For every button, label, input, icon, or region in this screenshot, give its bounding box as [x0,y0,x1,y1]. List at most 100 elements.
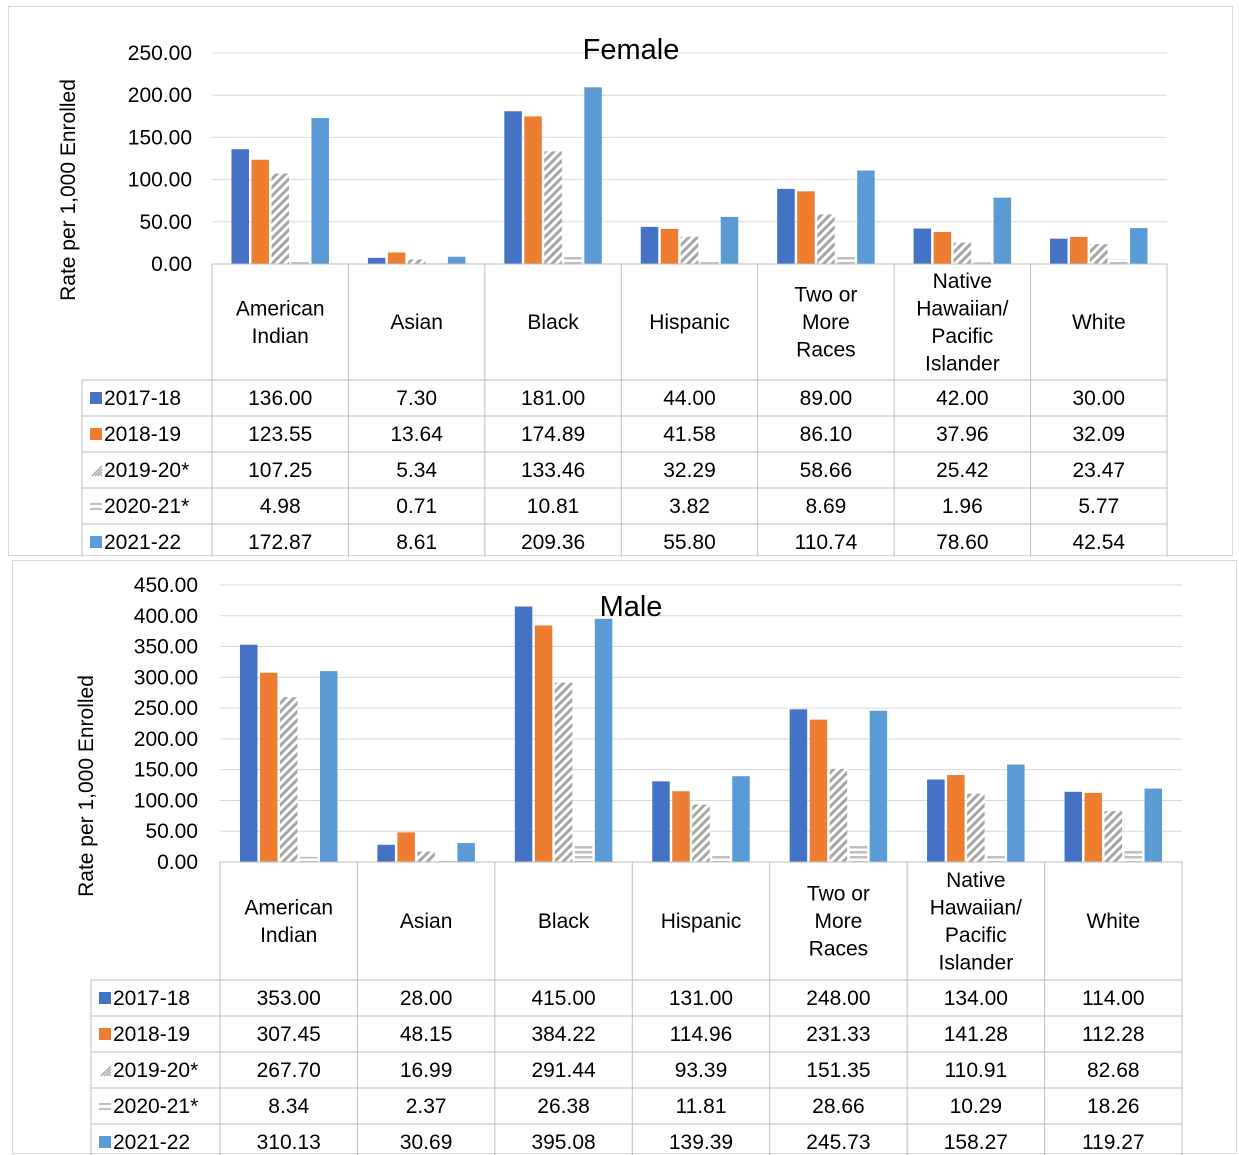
table-cell: 89.00 [800,387,853,410]
legend-key-1 [99,1028,111,1040]
table-cell: 2.37 [406,1095,447,1118]
category-label-line: More [802,311,850,334]
bar-2018-19-6 [1070,236,1088,264]
table-cell: 8.34 [268,1095,309,1118]
bar-2019-20-6 [1104,811,1123,862]
bar-2020-21-1 [437,860,455,862]
category-label-line: Races [809,938,869,961]
table-cell: 55.80 [663,531,716,554]
bar-2017-18-1 [367,257,386,264]
table-cell: 209.36 [521,531,585,554]
table-cell: 114.00 [1082,987,1145,1010]
table-cell: 1.96 [942,495,983,518]
legend-key-4 [90,536,102,548]
y-tick-label: 0.00 [151,253,192,276]
category-label: Native Hawaiian/Pacific Islander [916,270,1008,376]
table-cell: 231.33 [806,1023,870,1046]
y-tick-label: 300.00 [134,666,198,689]
table-cell: 86.10 [800,423,853,446]
bar-2017-18-4 [777,188,795,264]
legend-label: 2020-21* [104,495,189,518]
category-label-line: More [814,910,862,933]
chart-title: Male [600,591,663,623]
chart-title: Female [583,34,680,66]
table-cell: 11.81 [676,1095,727,1118]
bar-2020-21-5 [973,262,992,264]
table-cell: 82.68 [1087,1059,1140,1082]
table-cell: 110.74 [795,531,858,554]
bar-2017-18-5 [913,228,932,264]
bar-2017-18-3 [652,781,670,862]
bar-2017-18-3 [640,226,659,264]
table-cell: 158.27 [944,1131,1008,1154]
table-cell: 353.00 [257,987,321,1010]
legend-key-4 [99,1136,111,1148]
bar-2020-21-6 [1124,850,1143,862]
legend-label: 2020-21* [113,1095,198,1118]
table-cell: 291.44 [531,1059,596,1082]
category-label-line: Asian [400,910,453,933]
category-label-line: Two or [794,284,857,307]
category-label: White [1086,910,1140,933]
bar-2019-20-5 [953,242,972,264]
bar-2019-20-5 [967,793,985,862]
category-label: American Indian [236,297,325,348]
y-tick-label: 50.00 [139,211,192,234]
table-cell: 5.77 [1078,495,1119,518]
category-label-line: Native [933,270,993,293]
table-cell: 13.64 [390,423,443,446]
category-label-line: Races [796,339,856,362]
bar-2018-19-4 [797,191,815,264]
table-cell: 23.47 [1073,459,1126,482]
legend-key-2 [91,465,103,477]
category-label-line: Islander [925,352,1000,375]
bar-2019-20-1 [417,851,435,862]
table-cell: 0.71 [396,495,437,518]
legend-label: 2019-20* [104,459,189,482]
bar-2021-22-0 [319,671,338,862]
y-tick-label: 250.00 [128,42,192,65]
table-cell: 41.58 [663,423,716,446]
category-label-line: Pacific [931,325,993,348]
category-label: White [1072,311,1126,334]
category-label-line: Black [538,910,590,933]
bar-2019-20-1 [407,259,426,264]
bar-2019-20-2 [544,151,562,264]
bar-2021-22-6 [1144,788,1163,862]
bar-2021-22-2 [584,87,602,264]
bar-2018-19-1 [397,832,415,862]
legend-label: 2018-19 [113,1023,190,1046]
category-label-line: Hispanic [661,910,742,933]
bar-2018-19-3 [672,791,690,862]
legend-label: 2018-19 [104,423,181,446]
data-table: American Indian Asian Black Hispanic Two or Mo… [81,263,1168,557]
table-cell: 32.09 [1073,423,1126,446]
y-tick-label: 50.00 [145,820,198,843]
bar-2018-19-6 [1084,792,1103,862]
legend-key-1 [90,428,102,440]
table-cell: 134.00 [944,987,1008,1010]
table-cell: 267.70 [257,1059,321,1082]
bar-2017-18-2 [504,111,522,265]
bar-2020-21-6 [1110,259,1128,264]
table-cell: 181.00 [521,387,585,410]
category-label-line: Indian [260,924,317,947]
category-label-line: Asian [390,311,443,334]
y-tick-label: 450.00 [134,574,198,597]
table-cell: 58.66 [800,459,853,482]
legend-label: 2021-22 [113,1131,190,1154]
bar-2020-21-0 [291,259,309,264]
bar-2020-21-3 [700,260,719,264]
bar-2021-22-4 [869,710,888,862]
table-cell: 26.38 [537,1095,590,1118]
bar-2019-20-3 [692,804,710,862]
bar-2018-19-0 [251,159,269,264]
table-cell: 42.00 [936,387,989,410]
legend-label: 2019-20* [113,1059,198,1082]
bar-2021-22-3 [732,776,750,862]
table-cell: 16.99 [400,1059,453,1082]
bar-2020-21-4 [849,844,868,862]
table-cell: 25.42 [936,459,989,482]
female-chart: 0.00 50.00 100.00 150.00 200.00 250.00 Female R… [57,34,1168,557]
bar-2017-18-0 [239,644,258,862]
